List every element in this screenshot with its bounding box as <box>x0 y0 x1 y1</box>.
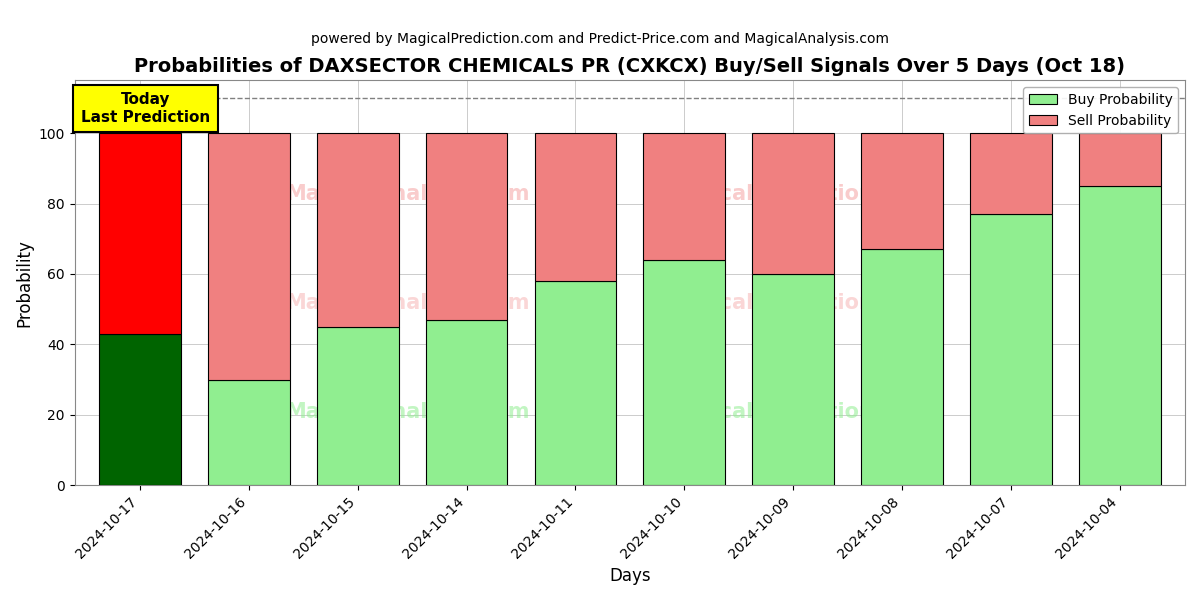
Text: MagicalPrediction.com: MagicalPrediction.com <box>662 184 930 203</box>
Bar <box>426 133 508 320</box>
Legend: Buy Probability, Sell Probability: Buy Probability, Sell Probability <box>1024 87 1178 133</box>
Bar <box>208 380 289 485</box>
Bar <box>317 327 398 485</box>
X-axis label: Days: Days <box>610 567 650 585</box>
Bar <box>643 260 725 485</box>
Bar <box>426 320 508 485</box>
Bar <box>970 214 1051 485</box>
Bar <box>752 133 834 274</box>
Text: MagicalAnalysis.com: MagicalAnalysis.com <box>286 293 530 313</box>
Bar <box>534 133 617 281</box>
Bar <box>643 133 725 260</box>
Text: MagicalPrediction.com: MagicalPrediction.com <box>662 402 930 422</box>
Text: powered by MagicalPrediction.com and Predict-Price.com and MagicalAnalysis.com: powered by MagicalPrediction.com and Pre… <box>311 32 889 46</box>
Bar <box>1079 186 1160 485</box>
Text: MagicalPrediction.com: MagicalPrediction.com <box>662 293 930 313</box>
Bar <box>1079 133 1160 186</box>
Bar <box>100 334 181 485</box>
Bar <box>752 274 834 485</box>
Text: MagicalAnalysis.com: MagicalAnalysis.com <box>286 402 530 422</box>
Y-axis label: Probability: Probability <box>16 239 34 326</box>
Bar <box>970 133 1051 214</box>
Bar <box>208 133 289 380</box>
Text: Today
Last Prediction: Today Last Prediction <box>80 92 210 125</box>
Bar <box>862 250 943 485</box>
Bar <box>862 133 943 250</box>
Title: Probabilities of DAXSECTOR CHEMICALS PR (CXKCX) Buy/Sell Signals Over 5 Days (Oc: Probabilities of DAXSECTOR CHEMICALS PR … <box>134 57 1126 76</box>
Text: MagicalAnalysis.com: MagicalAnalysis.com <box>286 184 530 203</box>
Bar <box>317 133 398 327</box>
Bar <box>534 281 617 485</box>
Bar <box>100 133 181 334</box>
